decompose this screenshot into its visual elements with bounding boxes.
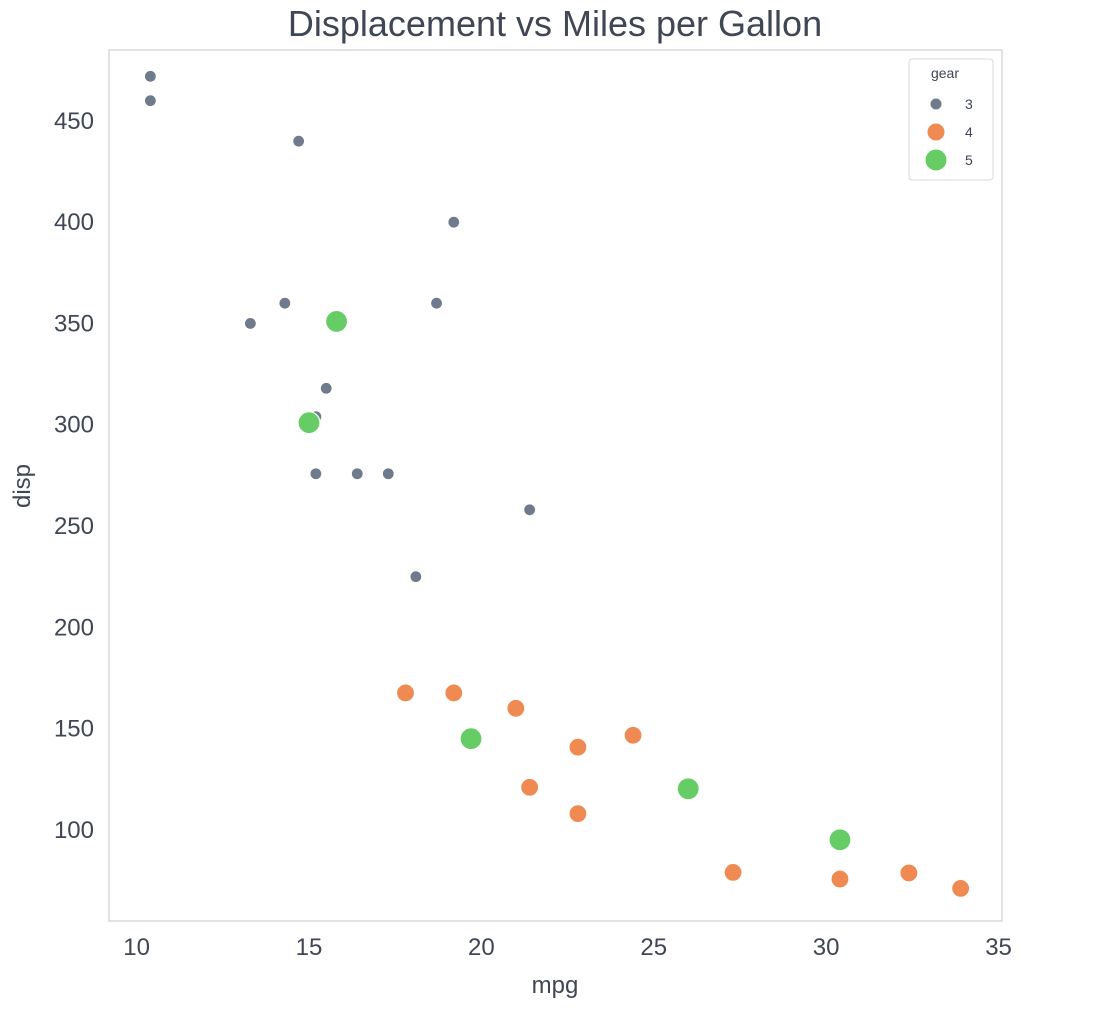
legend-title: gear [931,65,959,81]
data-point-gear-3 [144,95,156,107]
legend-label: 4 [965,124,973,140]
x-tick-label: 35 [985,934,1012,961]
legend-marker [930,98,942,110]
y-tick-label: 200 [54,614,94,641]
data-point-gear-5 [326,310,348,332]
plot-frame [109,50,1002,921]
y-tick-label: 150 [54,716,94,743]
data-point-gear-4 [831,870,849,888]
x-tick-labels: 10 15 20 25 30 35 [123,934,1012,961]
data-point-gear-5 [677,778,699,800]
data-point-gear-4 [445,684,463,702]
y-axis-label: disp [9,464,36,508]
data-point-gear-3 [382,468,394,480]
data-point-gear-4 [624,726,642,744]
data-point-gear-3 [144,70,156,82]
data-point-gear-3 [293,135,305,147]
legend-marker [927,123,945,141]
data-point-gear-3 [351,468,363,480]
data-point-gear-4 [521,778,539,796]
legend-label: 5 [965,152,973,168]
data-point-gear-4 [397,684,415,702]
data-point-gear-3 [310,468,322,480]
x-tick-label: 30 [813,934,840,961]
legend-label: 3 [965,96,973,112]
data-point-gear-3 [524,504,536,516]
y-tick-label: 300 [54,412,94,439]
y-tick-label: 350 [54,310,94,337]
x-tick-label: 10 [123,934,150,961]
data-point-gear-3 [448,216,460,228]
legend-marker [925,149,947,171]
x-tick-label: 25 [640,934,667,961]
chart-title: Displacement vs Miles per Gallon [288,3,822,44]
data-point-gear-3 [279,297,291,309]
y-tick-labels: 100 150 200 250 300 350 400 450 [54,108,94,844]
data-point-gear-5 [298,412,320,434]
data-point-gear-5 [460,728,482,750]
legend: gear 3 4 5 [909,59,993,180]
data-point-gear-3 [244,317,256,329]
data-point-gear-3 [431,297,443,309]
x-tick-label: 15 [296,934,323,961]
data-point-gear-4 [569,805,587,823]
data-point-gear-4 [952,879,970,897]
y-tick-label: 400 [54,209,94,236]
data-point-gear-4 [724,863,742,881]
x-tick-label: 20 [468,934,495,961]
data-point-gear-4 [900,864,918,882]
y-tick-label: 250 [54,513,94,540]
data-point-gear-4 [507,699,525,717]
data-point-gear-3 [410,571,422,583]
data-point-gear-3 [320,382,332,394]
data-point-gear-4 [569,738,587,756]
y-tick-label: 450 [54,108,94,135]
data-point-gear-5 [829,829,851,851]
y-tick-label: 100 [54,817,94,844]
x-axis-label: mpg [532,972,579,999]
